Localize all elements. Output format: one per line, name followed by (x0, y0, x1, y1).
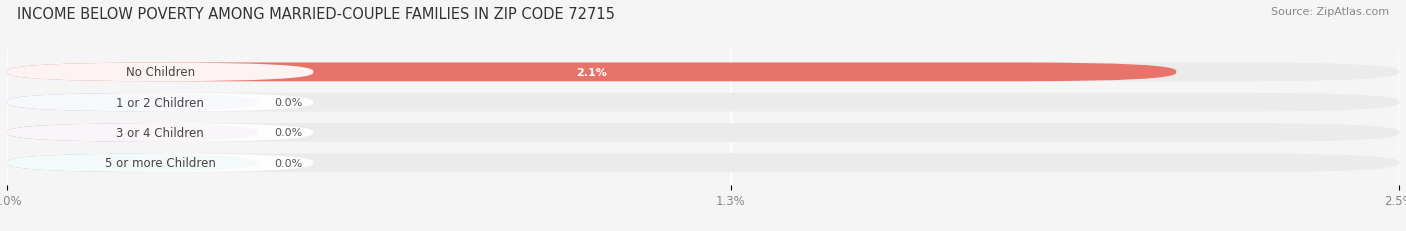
FancyBboxPatch shape (7, 93, 1399, 112)
FancyBboxPatch shape (7, 154, 257, 172)
FancyBboxPatch shape (7, 154, 314, 172)
FancyBboxPatch shape (7, 63, 1399, 82)
Text: 0.0%: 0.0% (274, 158, 302, 168)
FancyBboxPatch shape (7, 93, 257, 112)
FancyBboxPatch shape (7, 124, 257, 142)
FancyBboxPatch shape (7, 124, 314, 142)
FancyBboxPatch shape (7, 93, 314, 112)
Text: 2.1%: 2.1% (576, 68, 607, 78)
Text: No Children: No Children (125, 66, 194, 79)
Text: 0.0%: 0.0% (274, 128, 302, 138)
FancyBboxPatch shape (7, 154, 1399, 172)
FancyBboxPatch shape (7, 124, 1399, 142)
Text: 1 or 2 Children: 1 or 2 Children (117, 96, 204, 109)
Text: 0.0%: 0.0% (274, 98, 302, 108)
Text: 5 or more Children: 5 or more Children (104, 157, 215, 170)
FancyBboxPatch shape (7, 63, 1177, 82)
Text: 3 or 4 Children: 3 or 4 Children (117, 126, 204, 139)
Text: INCOME BELOW POVERTY AMONG MARRIED-COUPLE FAMILIES IN ZIP CODE 72715: INCOME BELOW POVERTY AMONG MARRIED-COUPL… (17, 7, 614, 22)
FancyBboxPatch shape (7, 63, 314, 82)
Text: Source: ZipAtlas.com: Source: ZipAtlas.com (1271, 7, 1389, 17)
